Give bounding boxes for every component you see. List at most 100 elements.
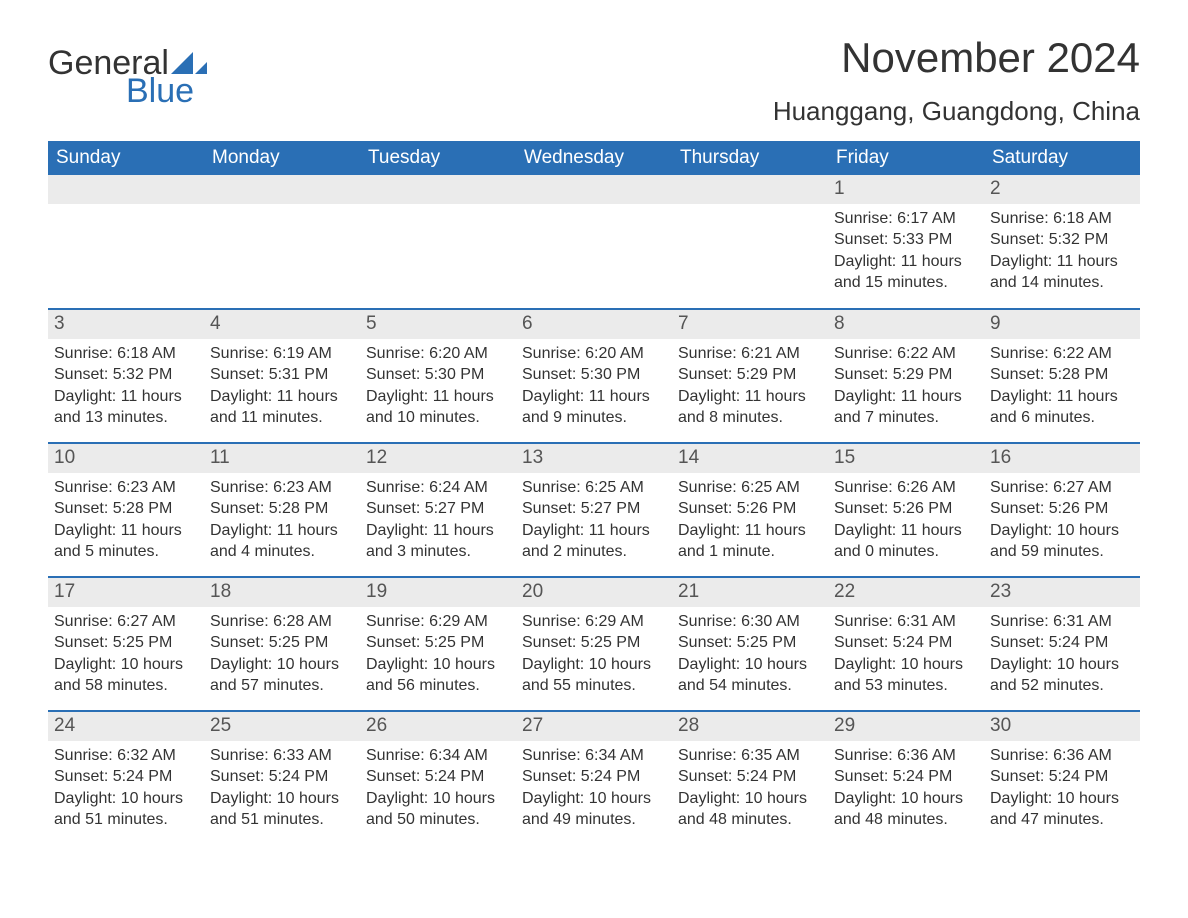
sunrise-text: Sunrise: 6:35 AM xyxy=(678,745,822,767)
sunset-text: Sunset: 5:24 PM xyxy=(834,632,978,654)
sunrise-text: Sunrise: 6:23 AM xyxy=(54,477,198,499)
day-number: 26 xyxy=(360,712,516,741)
day-header: Thursday xyxy=(672,141,828,175)
day-number: 13 xyxy=(516,444,672,473)
day-number: 16 xyxy=(984,444,1140,473)
day-header: Saturday xyxy=(984,141,1140,175)
calendar-cell: 21Sunrise: 6:30 AMSunset: 5:25 PMDayligh… xyxy=(672,577,828,711)
daylight-text-2: and 52 minutes. xyxy=(990,675,1134,697)
daylight-text-1: Daylight: 10 hours xyxy=(834,788,978,810)
sunset-text: Sunset: 5:30 PM xyxy=(366,364,510,386)
daylight-text-1: Daylight: 11 hours xyxy=(366,520,510,542)
day-number: 4 xyxy=(204,310,360,339)
daylight-text-2: and 5 minutes. xyxy=(54,541,198,563)
daylight-text-1: Daylight: 11 hours xyxy=(834,520,978,542)
sunset-text: Sunset: 5:30 PM xyxy=(522,364,666,386)
daylight-text-1: Daylight: 10 hours xyxy=(522,788,666,810)
day-body: Sunrise: 6:29 AMSunset: 5:25 PMDaylight:… xyxy=(516,607,672,701)
day-number: 22 xyxy=(828,578,984,607)
day-body: Sunrise: 6:18 AMSunset: 5:32 PMDaylight:… xyxy=(984,204,1140,298)
sunset-text: Sunset: 5:25 PM xyxy=(210,632,354,654)
sunset-text: Sunset: 5:25 PM xyxy=(678,632,822,654)
calendar-cell: 9Sunrise: 6:22 AMSunset: 5:28 PMDaylight… xyxy=(984,309,1140,443)
day-number: 10 xyxy=(48,444,204,473)
daylight-text-2: and 3 minutes. xyxy=(366,541,510,563)
day-number: 15 xyxy=(828,444,984,473)
day-body: Sunrise: 6:18 AMSunset: 5:32 PMDaylight:… xyxy=(48,339,204,433)
sunset-text: Sunset: 5:29 PM xyxy=(834,364,978,386)
day-number: 11 xyxy=(204,444,360,473)
calendar-cell: 13Sunrise: 6:25 AMSunset: 5:27 PMDayligh… xyxy=(516,443,672,577)
sunrise-text: Sunrise: 6:22 AM xyxy=(834,343,978,365)
calendar-week-row: 24Sunrise: 6:32 AMSunset: 5:24 PMDayligh… xyxy=(48,711,1140,845)
header: General Blue November 2024 Huanggang, Gu… xyxy=(48,28,1140,133)
daylight-text-2: and 1 minute. xyxy=(678,541,822,563)
sunset-text: Sunset: 5:33 PM xyxy=(834,229,978,251)
calendar-week-row: 10Sunrise: 6:23 AMSunset: 5:28 PMDayligh… xyxy=(48,443,1140,577)
day-body: Sunrise: 6:17 AMSunset: 5:33 PMDaylight:… xyxy=(828,204,984,298)
day-number-empty xyxy=(204,175,360,204)
day-body: Sunrise: 6:36 AMSunset: 5:24 PMDaylight:… xyxy=(828,741,984,835)
day-number: 23 xyxy=(984,578,1140,607)
location-label: Huanggang, Guangdong, China xyxy=(773,96,1140,127)
day-body: Sunrise: 6:23 AMSunset: 5:28 PMDaylight:… xyxy=(48,473,204,567)
day-number: 14 xyxy=(672,444,828,473)
calendar-cell: 23Sunrise: 6:31 AMSunset: 5:24 PMDayligh… xyxy=(984,577,1140,711)
day-header: Monday xyxy=(204,141,360,175)
calendar-table: Sunday Monday Tuesday Wednesday Thursday… xyxy=(48,141,1140,845)
title-block: November 2024 Huanggang, Guangdong, Chin… xyxy=(773,28,1140,133)
day-body: Sunrise: 6:31 AMSunset: 5:24 PMDaylight:… xyxy=(984,607,1140,701)
calendar-cell: 15Sunrise: 6:26 AMSunset: 5:26 PMDayligh… xyxy=(828,443,984,577)
sunrise-text: Sunrise: 6:18 AM xyxy=(54,343,198,365)
day-number-empty xyxy=(516,175,672,204)
day-body: Sunrise: 6:25 AMSunset: 5:27 PMDaylight:… xyxy=(516,473,672,567)
daylight-text-2: and 54 minutes. xyxy=(678,675,822,697)
sunrise-text: Sunrise: 6:25 AM xyxy=(522,477,666,499)
daylight-text-2: and 10 minutes. xyxy=(366,407,510,429)
day-number: 24 xyxy=(48,712,204,741)
day-header: Sunday xyxy=(48,141,204,175)
calendar-cell: 1Sunrise: 6:17 AMSunset: 5:33 PMDaylight… xyxy=(828,175,984,309)
sunrise-text: Sunrise: 6:30 AM xyxy=(678,611,822,633)
daylight-text-1: Daylight: 10 hours xyxy=(990,654,1134,676)
daylight-text-1: Daylight: 10 hours xyxy=(522,654,666,676)
sunset-text: Sunset: 5:27 PM xyxy=(522,498,666,520)
brand-part2: Blue xyxy=(126,74,207,108)
day-number: 6 xyxy=(516,310,672,339)
daylight-text-1: Daylight: 11 hours xyxy=(210,520,354,542)
calendar-cell: 19Sunrise: 6:29 AMSunset: 5:25 PMDayligh… xyxy=(360,577,516,711)
daylight-text-1: Daylight: 11 hours xyxy=(210,386,354,408)
calendar-cell: 22Sunrise: 6:31 AMSunset: 5:24 PMDayligh… xyxy=(828,577,984,711)
sunrise-text: Sunrise: 6:29 AM xyxy=(522,611,666,633)
daylight-text-2: and 0 minutes. xyxy=(834,541,978,563)
daylight-text-1: Daylight: 10 hours xyxy=(678,654,822,676)
sunrise-text: Sunrise: 6:26 AM xyxy=(834,477,978,499)
calendar-cell: 26Sunrise: 6:34 AMSunset: 5:24 PMDayligh… xyxy=(360,711,516,845)
day-number: 19 xyxy=(360,578,516,607)
day-header: Friday xyxy=(828,141,984,175)
sunrise-text: Sunrise: 6:27 AM xyxy=(54,611,198,633)
daylight-text-2: and 2 minutes. xyxy=(522,541,666,563)
day-body: Sunrise: 6:29 AMSunset: 5:25 PMDaylight:… xyxy=(360,607,516,701)
daylight-text-2: and 11 minutes. xyxy=(210,407,354,429)
calendar-cell: 16Sunrise: 6:27 AMSunset: 5:26 PMDayligh… xyxy=(984,443,1140,577)
calendar-cell: 3Sunrise: 6:18 AMSunset: 5:32 PMDaylight… xyxy=(48,309,204,443)
sunrise-text: Sunrise: 6:29 AM xyxy=(366,611,510,633)
day-number: 12 xyxy=(360,444,516,473)
day-body: Sunrise: 6:28 AMSunset: 5:25 PMDaylight:… xyxy=(204,607,360,701)
day-body: Sunrise: 6:20 AMSunset: 5:30 PMDaylight:… xyxy=(516,339,672,433)
calendar-cell: 11Sunrise: 6:23 AMSunset: 5:28 PMDayligh… xyxy=(204,443,360,577)
sunrise-text: Sunrise: 6:31 AM xyxy=(990,611,1134,633)
sunrise-text: Sunrise: 6:23 AM xyxy=(210,477,354,499)
sunset-text: Sunset: 5:24 PM xyxy=(990,632,1134,654)
day-number: 28 xyxy=(672,712,828,741)
daylight-text-1: Daylight: 10 hours xyxy=(366,654,510,676)
calendar-cell: 8Sunrise: 6:22 AMSunset: 5:29 PMDaylight… xyxy=(828,309,984,443)
daylight-text-2: and 55 minutes. xyxy=(522,675,666,697)
day-number: 30 xyxy=(984,712,1140,741)
daylight-text-1: Daylight: 10 hours xyxy=(54,788,198,810)
daylight-text-2: and 59 minutes. xyxy=(990,541,1134,563)
daylight-text-1: Daylight: 11 hours xyxy=(678,520,822,542)
calendar-week-row: 1Sunrise: 6:17 AMSunset: 5:33 PMDaylight… xyxy=(48,175,1140,309)
daylight-text-2: and 48 minutes. xyxy=(678,809,822,831)
